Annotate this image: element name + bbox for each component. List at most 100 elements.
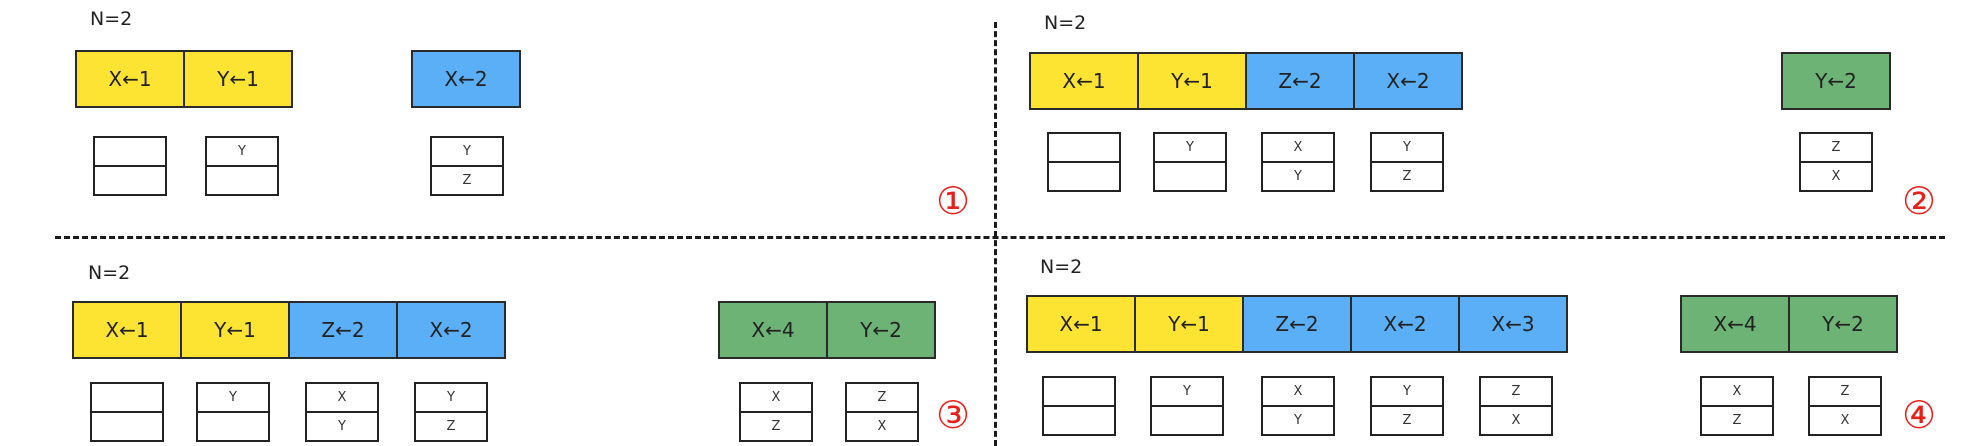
operation-block: X←2: [411, 50, 521, 108]
operation-group: X←1 Y←1 Z←2 X←2: [1029, 52, 1463, 110]
operation-block: X←1: [1026, 295, 1136, 353]
operation-group: X←2: [411, 50, 521, 108]
cache-slot-bottom: [1049, 163, 1119, 190]
cache-slot-bottom: Z: [1402, 169, 1412, 184]
cache-slot-top: X: [1702, 378, 1772, 407]
cache-slot-bottom: Z: [1732, 413, 1742, 428]
cache-slot-top: [95, 138, 165, 167]
cache-slot-top: Y: [1152, 378, 1222, 407]
cache-slot-top: Z: [1481, 378, 1551, 407]
cache-slot-bottom: X: [1831, 169, 1841, 184]
step-marker: ①: [936, 179, 971, 223]
operation-group: X←1 Y←1 Z←2 X←2 X←3: [1026, 295, 1568, 353]
operation-block: X←2: [1350, 295, 1460, 353]
cache-box: Y: [1153, 132, 1227, 192]
operation-group: X←1 Y←1 Z←2 X←2: [72, 301, 506, 359]
cache-slot-top: [1049, 134, 1119, 163]
cache-slot-top: [1044, 378, 1114, 407]
cache-slot-top: X: [741, 384, 811, 413]
cache-slot-top: X: [307, 384, 377, 413]
cache-slot-top: Y: [1372, 378, 1442, 407]
operation-block: Y←2: [826, 301, 936, 359]
cache-slot-bottom: [1152, 407, 1222, 434]
cache-slot-bottom: X: [1511, 413, 1521, 428]
operation-block: Z←2: [1245, 52, 1355, 110]
step-marker: ④: [1902, 393, 1937, 437]
cache-slot-top: Y: [1372, 134, 1442, 163]
cache-box: [1042, 376, 1116, 436]
cache-box: [93, 136, 167, 196]
operation-block: X←2: [396, 301, 506, 359]
cache-box: [1047, 132, 1121, 192]
n-label: N=2: [88, 262, 131, 284]
cache-slot-bottom: Y: [1294, 169, 1302, 184]
operation-block: Z←2: [288, 301, 398, 359]
cache-slot-bottom: X: [1840, 413, 1850, 428]
operation-group: X←4 Y←2: [718, 301, 936, 359]
operation-block: X←3: [1458, 295, 1568, 353]
operation-block: X←4: [718, 301, 828, 359]
cache-box: Y: [196, 382, 270, 442]
n-label: N=2: [1040, 256, 1083, 278]
operation-block: X←1: [75, 50, 185, 108]
operation-group: Y←2: [1781, 52, 1891, 110]
operation-block: Y←1: [183, 50, 293, 108]
cache-slot-top: Z: [847, 384, 917, 413]
operation-group: X←1 Y←1: [75, 50, 293, 108]
cache-slot-bottom: Y: [1294, 413, 1302, 428]
cache-slot-top: Y: [432, 138, 502, 167]
operation-block: Y←2: [1781, 52, 1891, 110]
operation-block: Y←1: [1134, 295, 1244, 353]
horizontal-divider: [55, 236, 1945, 239]
cache-slot-top: Y: [1155, 134, 1225, 163]
step-marker: ②: [1902, 179, 1937, 223]
cache-slot-bottom: Z: [462, 173, 472, 188]
cache-slot-top: X: [1263, 378, 1333, 407]
step-marker: ③: [936, 393, 971, 437]
cache-slot-bottom: Z: [1402, 413, 1412, 428]
operation-block: X←2: [1353, 52, 1463, 110]
cache-slot-top: Z: [1801, 134, 1871, 163]
operation-block: X←1: [72, 301, 182, 359]
cache-box: Y: [205, 136, 279, 196]
cache-slot-bottom: [95, 167, 165, 194]
cache-slot-top: Z: [1810, 378, 1880, 407]
operation-block: X←1: [1029, 52, 1139, 110]
operation-group: X←4 Y←2: [1680, 295, 1898, 353]
cache-slot-bottom: [207, 167, 277, 194]
vertical-divider: [994, 22, 997, 446]
cache-slot-bottom: Z: [771, 419, 781, 434]
cache-slot-top: Y: [198, 384, 268, 413]
operation-block: Y←2: [1788, 295, 1898, 353]
cache-slot-top: [92, 384, 162, 413]
cache-slot-top: X: [1263, 134, 1333, 163]
operation-block: Y←1: [1137, 52, 1247, 110]
cache-slot-bottom: [1044, 407, 1114, 434]
cache-slot-bottom: Z: [446, 419, 456, 434]
cache-slot-bottom: X: [877, 419, 887, 434]
operation-block: X←4: [1680, 295, 1790, 353]
n-label: N=2: [1044, 12, 1087, 34]
operation-block: Z←2: [1242, 295, 1352, 353]
cache-box: Y: [1150, 376, 1224, 436]
cache-slot-top: Y: [416, 384, 486, 413]
cache-slot-bottom: Y: [338, 419, 346, 434]
cache-slot-bottom: [198, 413, 268, 440]
n-label: N=2: [90, 8, 133, 30]
cache-slot-bottom: [92, 413, 162, 440]
cache-slot-top: Y: [207, 138, 277, 167]
